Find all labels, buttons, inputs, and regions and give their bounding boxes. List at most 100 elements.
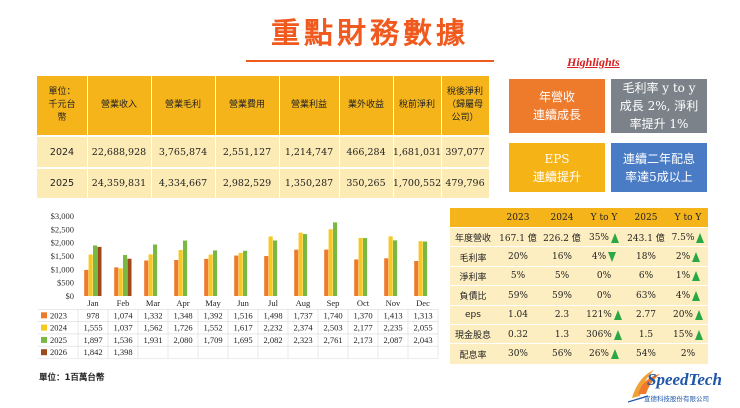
- table-cell: 2,982,529: [222, 178, 272, 189]
- stats-cell: 20%: [668, 306, 708, 325]
- arrow-up-icon: [695, 310, 703, 321]
- stats-cell: 54%: [624, 344, 668, 363]
- stats-cell: 0%: [584, 267, 624, 286]
- financial-table-header: [37, 76, 489, 135]
- stats-cell: 59%: [496, 286, 540, 305]
- data-label: 1,392: [203, 310, 222, 320]
- data-label: 1,709: [203, 335, 222, 345]
- data-label: 1,897: [83, 335, 102, 345]
- stats-cell-value: 5%: [510, 271, 526, 282]
- table-cell: 479,796: [445, 178, 485, 189]
- stats-cell: 7.5%: [668, 228, 708, 247]
- stats-cell: 5%: [540, 267, 584, 286]
- highlight-margin-growth: 毛利率 y to y 成長 2%, 淨利 率提升 1%: [611, 79, 707, 133]
- table-cell: 350,265: [346, 178, 386, 189]
- legend-label-2024: 2024: [50, 323, 68, 333]
- bar-2025-nov: [393, 240, 398, 296]
- stats-row-divider: [450, 246, 708, 248]
- stats-row-divider: [450, 324, 708, 325]
- data-label: 1,617: [233, 323, 252, 333]
- stats-cell-value: 2%: [680, 349, 696, 360]
- data-label: 1,413: [383, 310, 402, 320]
- bar-2026-feb: [127, 258, 132, 296]
- stats-cell-value: 226.2 億: [543, 234, 581, 245]
- stats-cell-value: 59%: [507, 290, 528, 301]
- highlight-dividend-ratio: 連續二年配息 率達5成以上: [611, 143, 707, 192]
- bar-2025-apr: [183, 240, 188, 296]
- table-cell: 1,681,031: [392, 146, 442, 158]
- data-label: 1,695: [233, 335, 252, 345]
- x-tick-label: Feb: [117, 298, 130, 308]
- bar-2023-oct: [354, 259, 359, 296]
- arrow-up-icon: [613, 329, 622, 340]
- stats-cell-value: 63%: [635, 290, 656, 301]
- data-label: 1,555: [83, 323, 102, 333]
- stats-cell-value: 15%: [672, 329, 693, 340]
- x-tick-label: Nov: [386, 298, 401, 308]
- stats-cell: 6%: [624, 267, 668, 286]
- bar-2025-sep: [333, 222, 338, 296]
- data-label: 2,177: [353, 323, 372, 333]
- column-header: 業外收益: [347, 100, 384, 110]
- stats-cell-value: 0%: [596, 271, 612, 282]
- data-label: 2,323: [293, 335, 312, 345]
- data-label: 1,498: [263, 310, 282, 320]
- column-divider: [151, 76, 152, 198]
- stats-cell: 18%: [624, 247, 668, 266]
- bar-2025-may: [213, 250, 218, 296]
- x-tick-label: Jan: [87, 298, 99, 308]
- data-label: 1,313: [413, 310, 432, 320]
- bar-2024-dec: [418, 241, 423, 296]
- bar-2026-jan: [97, 246, 102, 296]
- data-label: 2,503: [323, 323, 342, 333]
- stats-column-header: 2023: [506, 212, 530, 223]
- x-tick-label: Apr: [176, 298, 189, 308]
- bar-2023-sep: [324, 249, 329, 296]
- table-cell: 2,551,127: [222, 146, 272, 158]
- stats-cell-value: 306%: [586, 329, 612, 340]
- arrow-up-icon: [692, 271, 701, 282]
- stats-cell: 306%: [584, 325, 624, 344]
- stats-cell: 0.32: [496, 325, 540, 344]
- data-label: 1,737: [293, 310, 312, 320]
- legend-swatch-2024: [41, 324, 47, 331]
- stats-cell: 226.2 億: [540, 228, 584, 247]
- data-label: 2,082: [263, 335, 282, 345]
- arrow-up-icon: [611, 232, 619, 243]
- bar-2024-oct: [358, 237, 363, 296]
- column-header: 營業費用: [228, 100, 265, 110]
- annual-stats-table: 2023 2024 Y to Y 2025 Y to Y 年度營收 167.1 億 226.2…: [450, 208, 708, 364]
- stats-row-divider: [450, 227, 708, 228]
- stats-cell: 15%: [668, 325, 708, 344]
- stats-cell: 1.04: [496, 306, 540, 325]
- row-divider: [37, 167, 489, 169]
- legend-swatch-2026: [41, 349, 47, 356]
- bar-2023-jun: [234, 255, 239, 296]
- bar-2023-jul: [264, 256, 269, 296]
- y-tick-label: $2,500: [51, 224, 74, 234]
- monthly-revenue-chart: $3,000 $2,500 $2,000 $1,500 $1,000 $500 $0 Jan F…: [38, 208, 444, 366]
- stats-cell: 121%: [584, 306, 624, 325]
- arrow-up-icon: [692, 290, 701, 301]
- column-divider: [215, 76, 216, 198]
- x-tick-label: Mar: [146, 298, 160, 308]
- logo-name: SpeedTech: [647, 370, 722, 389]
- stats-cell-value: 2.77: [635, 310, 657, 321]
- speedtech-logo-icon: [627, 370, 660, 403]
- data-label: 1,726: [173, 323, 192, 333]
- stats-cell-value: 負債比: [459, 292, 487, 303]
- stats-column-header: Y to Y: [590, 212, 618, 223]
- stats-cell: 1%: [668, 267, 708, 286]
- legend-label-2026: 2026: [50, 347, 67, 357]
- bar-2025-jul: [273, 240, 278, 296]
- title-underline: [246, 60, 494, 62]
- stats-cell: 5%: [496, 267, 540, 286]
- stats-cell-value: 20%: [507, 252, 528, 263]
- stats-cell-value: 配息率: [459, 350, 487, 361]
- data-label: 1,398: [113, 347, 132, 357]
- stats-cell-value: 35%: [588, 232, 609, 243]
- x-tick-label: Sep: [327, 298, 340, 308]
- row-year: 2024: [49, 146, 75, 158]
- table-cell: 397,077: [445, 146, 485, 158]
- stats-cell-value: 243.1 億: [627, 234, 665, 245]
